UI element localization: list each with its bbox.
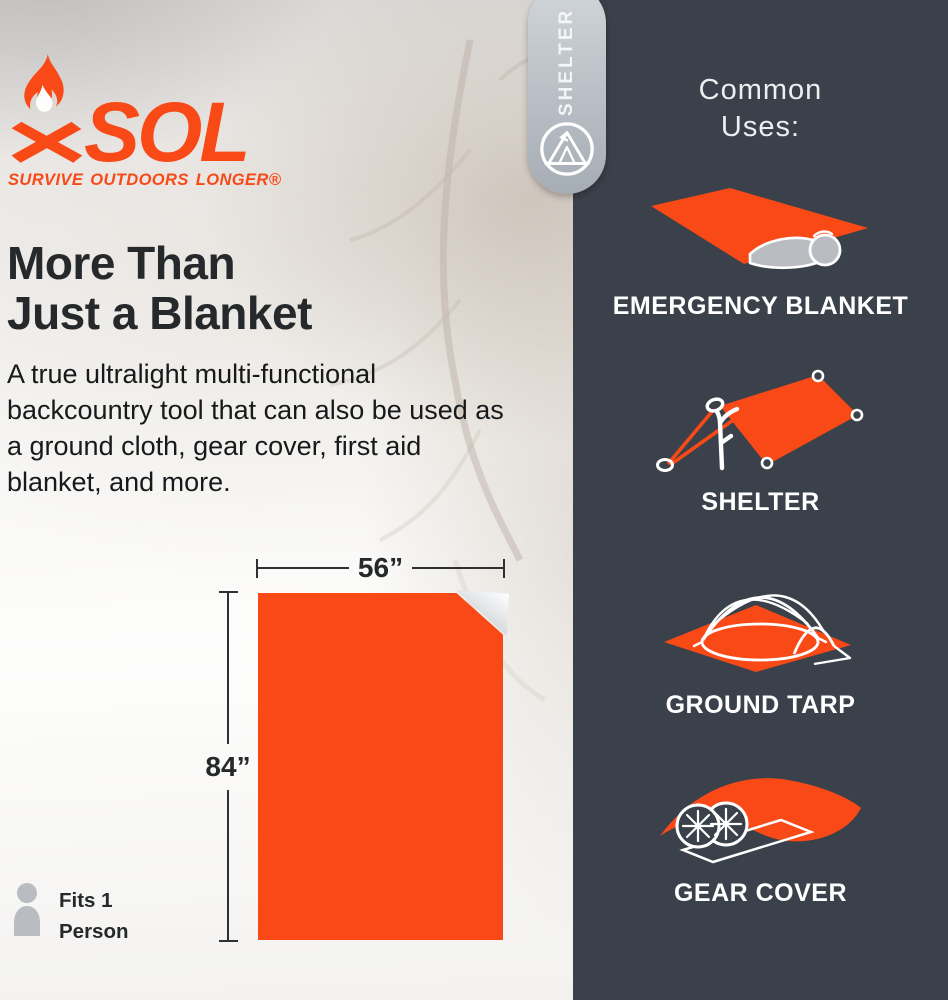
use-item-shelter: SHELTER — [573, 363, 948, 517]
width-label: 56” — [357, 552, 404, 583]
use-item-emergency-blanket: EMERGENCY BLANKET — [573, 184, 948, 321]
page-title-line2: Just a Blanket — [7, 287, 312, 340]
capacity-label: Fits 1 Person — [59, 882, 129, 948]
brand-tagline: SURVIVE OUTDOORS LONGER® — [8, 171, 282, 189]
height-dimension: 84” — [200, 591, 256, 942]
dimension-tick — [503, 558, 505, 578]
product-description: A true ultralight multi-functional backc… — [7, 359, 504, 497]
use-item-ground-tarp: GROUND TARP — [573, 560, 948, 720]
shelter-illustration — [656, 369, 864, 472]
dimension-line — [412, 567, 503, 569]
dimension-tick — [256, 558, 258, 578]
campfire-icon — [11, 53, 83, 163]
shelter-category-tab: SHELTER — [528, 0, 606, 194]
height-label: 84” — [205, 750, 251, 782]
use-label-emergency-blanket: EMERGENCY BLANKET — [612, 292, 909, 320]
capacity-info: Fits 1 Person — [10, 882, 129, 948]
dimension-line — [258, 567, 349, 569]
gear-cover-illustration — [660, 778, 861, 864]
capacity-label-line2: Person — [59, 919, 129, 943]
page-title-line1: More Than — [7, 237, 236, 289]
use-label-shelter: SHELTER — [701, 488, 820, 516]
page-title: More Than Just a Blanket — [7, 238, 312, 338]
blanket-graphic — [258, 593, 503, 940]
dimension-line — [227, 789, 229, 940]
use-label-ground-tarp: GROUND TARP — [665, 691, 856, 719]
width-dimension: 56” — [256, 552, 505, 583]
brand-name: SOL — [84, 85, 251, 179]
use-item-gear-cover: GEAR COVER — [573, 768, 948, 908]
ground-tarp-illustration — [663, 594, 851, 672]
emergency-blanket-illustration — [650, 188, 868, 270]
common-uses-title: Common Uses: — [573, 72, 948, 147]
person-icon — [14, 883, 40, 936]
common-uses-title-line1: Common — [698, 74, 823, 106]
capacity-label-line1: Fits 1 — [59, 889, 113, 912]
common-uses-title-line2: Uses: — [720, 111, 801, 144]
use-label-gear-cover: GEAR COVER — [673, 879, 848, 907]
tent-circle-icon — [540, 122, 594, 176]
dimension-line — [227, 593, 229, 744]
dimension-tick — [218, 591, 238, 593]
dimension-tick — [218, 940, 238, 942]
